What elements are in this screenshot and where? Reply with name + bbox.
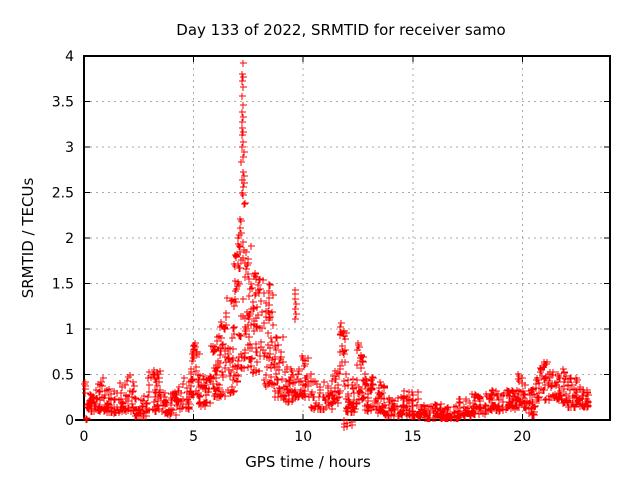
x-tick-label: 0 [80,429,89,445]
y-tick-label: 0.5 [52,368,74,384]
chart-title: Day 133 of 2022, SRMTID for receiver sam… [176,21,506,39]
y-tick-label: 4 [65,49,74,65]
y-tick-label: 2 [65,231,74,247]
data-points [81,60,592,431]
x-axis-label: GPS time / hours [245,453,371,471]
y-tick-label: 2.5 [52,186,74,202]
y-tick-label: 1.5 [52,277,74,293]
x-tick-label: 5 [189,429,198,445]
y-tick-label: 1 [65,322,74,338]
x-tick-label: 15 [404,429,422,445]
y-tick-label: 3 [65,140,74,156]
y-tick-label: 3.5 [52,95,74,111]
y-tick-label: 0 [65,413,74,429]
x-tick-label: 20 [513,429,531,445]
x-tick-label: 10 [294,429,312,445]
